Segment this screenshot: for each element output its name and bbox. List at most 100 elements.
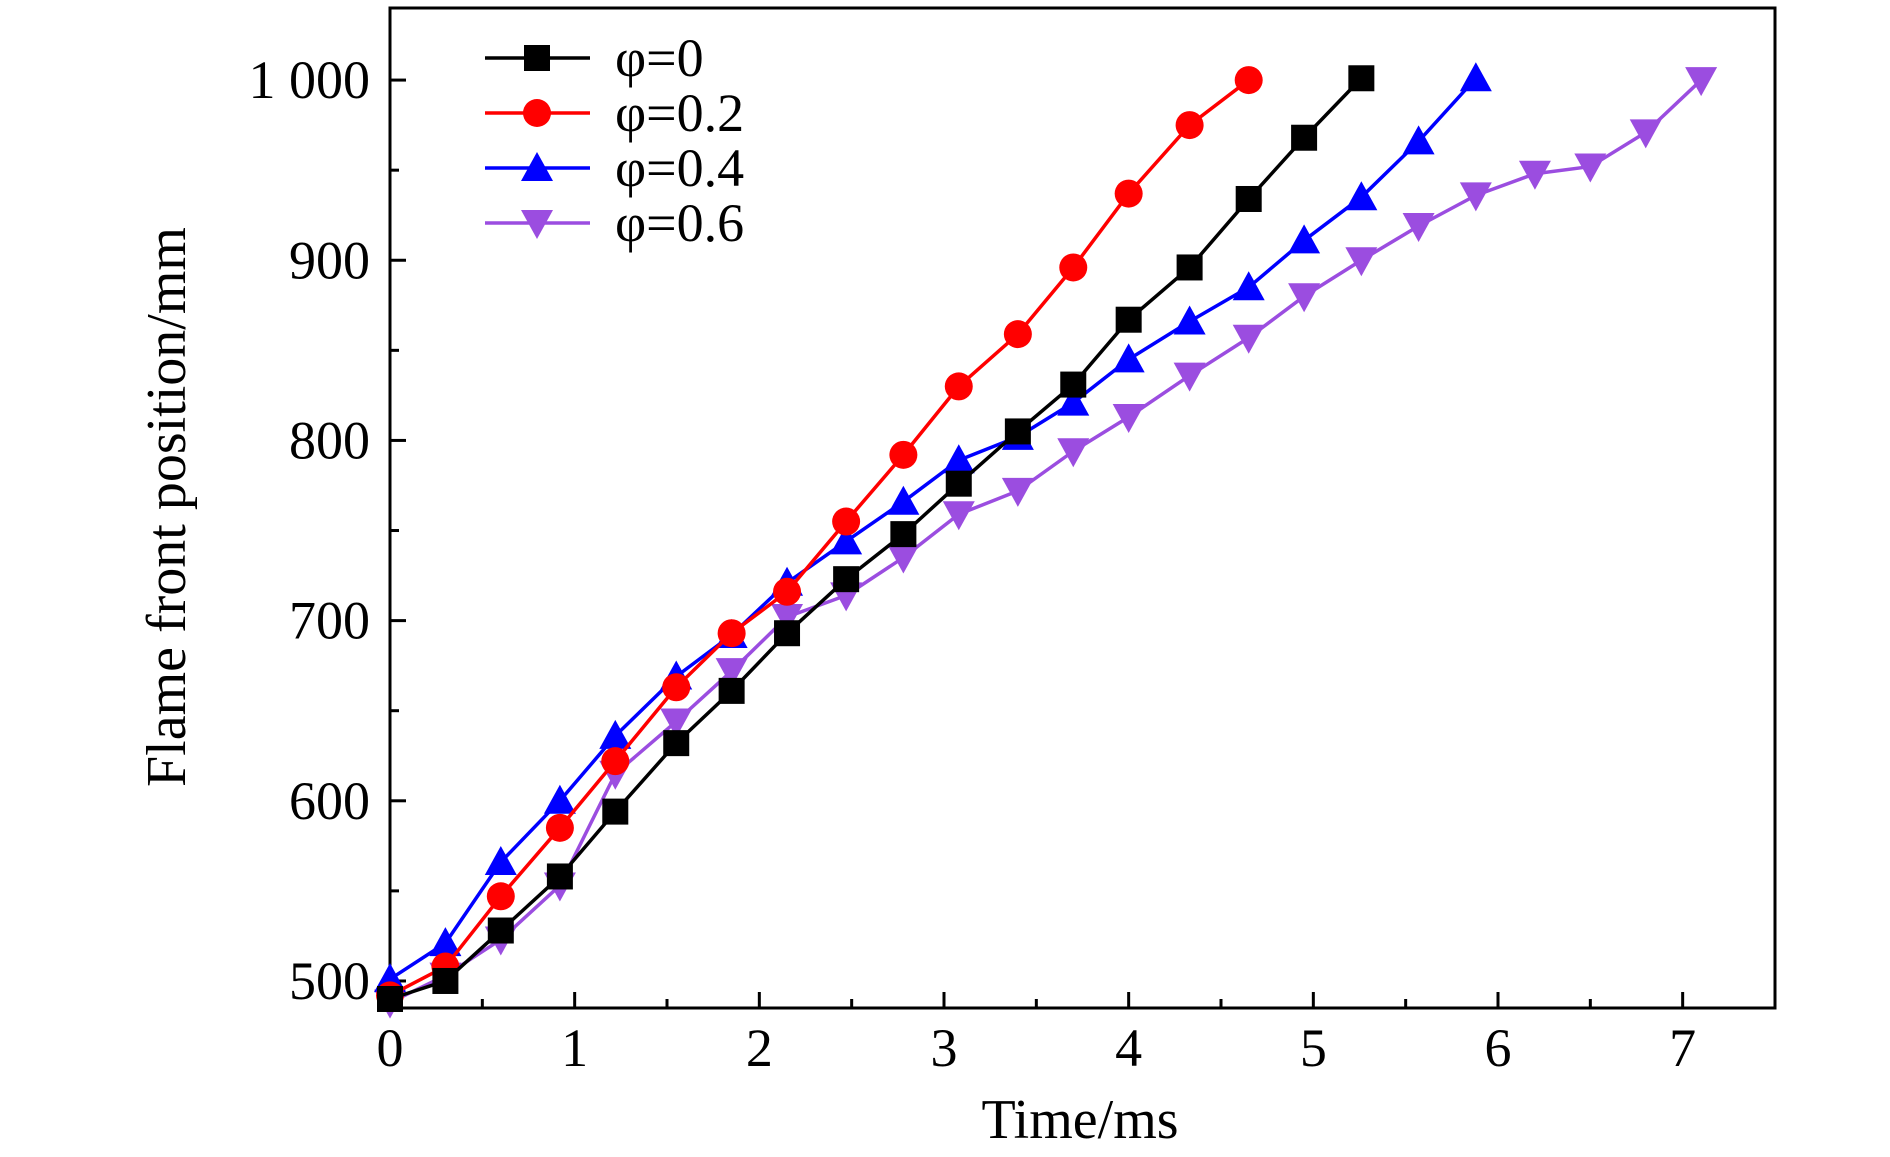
data-point — [773, 577, 802, 606]
data-point — [1057, 386, 1090, 416]
data-point — [545, 813, 574, 842]
data-point — [1291, 124, 1318, 151]
data-point — [1288, 224, 1321, 254]
data-point — [1459, 62, 1492, 92]
y-tick-label: 500 — [289, 951, 370, 1011]
y-tick-label: 600 — [289, 771, 370, 831]
data-point — [830, 525, 863, 555]
series-layer — [374, 62, 1718, 1019]
x-tick-label: 2 — [746, 1018, 773, 1078]
data-point — [1057, 438, 1090, 468]
data-point — [1234, 66, 1263, 95]
y-axis-title: Flame front position/mm — [136, 227, 198, 787]
data-point — [429, 927, 462, 957]
data-point — [377, 985, 403, 1012]
x-tick-label: 6 — [1485, 1018, 1512, 1078]
series-line — [389, 78, 1703, 1005]
data-point — [1459, 182, 1492, 212]
data-point — [1518, 160, 1551, 190]
data-point — [1175, 111, 1204, 140]
y-tick-label: 700 — [289, 591, 370, 651]
data-point — [1402, 213, 1435, 243]
y-tick-label: 1 000 — [249, 50, 371, 110]
legend-marker — [521, 210, 553, 239]
data-point — [1345, 247, 1378, 277]
data-point — [1173, 305, 1206, 335]
x-tick-label: 4 — [1115, 1018, 1142, 1078]
data-point — [1176, 254, 1203, 281]
series-line — [389, 77, 1478, 981]
legend-label: φ=0.2 — [615, 83, 744, 143]
data-point — [484, 846, 517, 876]
data-point — [1629, 119, 1662, 149]
x-tick-label: 3 — [931, 1018, 958, 1078]
data-point — [1060, 371, 1087, 398]
data-point — [1235, 185, 1262, 212]
data-point — [1232, 271, 1265, 301]
data-point — [1003, 320, 1032, 349]
data-point — [601, 747, 630, 776]
data-point — [890, 521, 917, 548]
series-0 — [377, 65, 1375, 1012]
series-2 — [374, 62, 1492, 993]
data-point — [1112, 343, 1145, 373]
legend-marker — [521, 152, 553, 181]
data-point — [1115, 306, 1142, 333]
data-point — [546, 863, 573, 890]
data-point — [1574, 153, 1607, 183]
legend-label: φ=0.6 — [615, 193, 744, 253]
legend-marker — [523, 99, 551, 127]
x-tick-label: 1 — [561, 1018, 588, 1078]
x-tick-label: 0 — [377, 1018, 404, 1078]
data-point — [543, 784, 576, 814]
data-point — [599, 719, 632, 749]
data-point — [487, 917, 514, 944]
data-point — [1114, 179, 1143, 208]
data-point — [662, 673, 691, 702]
data-point — [1402, 125, 1435, 155]
data-point — [432, 967, 459, 994]
legend-label: φ=0.4 — [615, 138, 744, 198]
data-point — [771, 604, 804, 634]
data-point — [715, 658, 748, 688]
legend: φ=0φ=0.2φ=0.4φ=0.6 — [485, 28, 744, 253]
data-point — [887, 485, 920, 515]
data-point — [889, 440, 918, 469]
plot-frame — [388, 6, 1777, 1010]
data-point — [832, 507, 861, 536]
y-tick-label: 800 — [289, 410, 370, 470]
data-point — [1059, 253, 1088, 282]
legend-entry: φ=0.6 — [485, 193, 744, 253]
series-1 — [376, 66, 1263, 1010]
series-line — [389, 78, 1250, 997]
data-point — [944, 372, 973, 401]
legend-marker — [524, 45, 550, 71]
data-point — [486, 882, 515, 911]
y-tick-label: 900 — [289, 230, 370, 290]
data-point — [663, 730, 690, 757]
data-point — [1112, 404, 1145, 434]
legend-entry: φ=0.2 — [485, 83, 744, 143]
data-point — [718, 677, 745, 704]
data-point — [942, 501, 975, 531]
data-point — [1173, 362, 1206, 392]
data-point — [774, 620, 801, 647]
data-point — [1345, 181, 1378, 211]
axes: 0 1 2 3 4 5 6 7 500 600 700 800 900 1 000 — [249, 6, 1777, 1078]
data-point — [1004, 418, 1031, 445]
data-point — [942, 444, 975, 474]
data-point — [833, 566, 860, 593]
x-axis-title: Time/ms — [981, 1089, 1178, 1151]
data-point — [945, 470, 972, 497]
legend-entry: φ=0 — [485, 28, 704, 88]
data-point — [1232, 324, 1265, 354]
x-tick-label: 7 — [1669, 1018, 1696, 1078]
legend-label: φ=0 — [615, 28, 704, 88]
data-point — [1348, 65, 1375, 92]
data-point — [717, 619, 746, 648]
data-point — [660, 708, 693, 738]
data-point — [887, 544, 920, 574]
data-point — [1001, 477, 1034, 507]
series-3 — [374, 67, 1718, 1019]
